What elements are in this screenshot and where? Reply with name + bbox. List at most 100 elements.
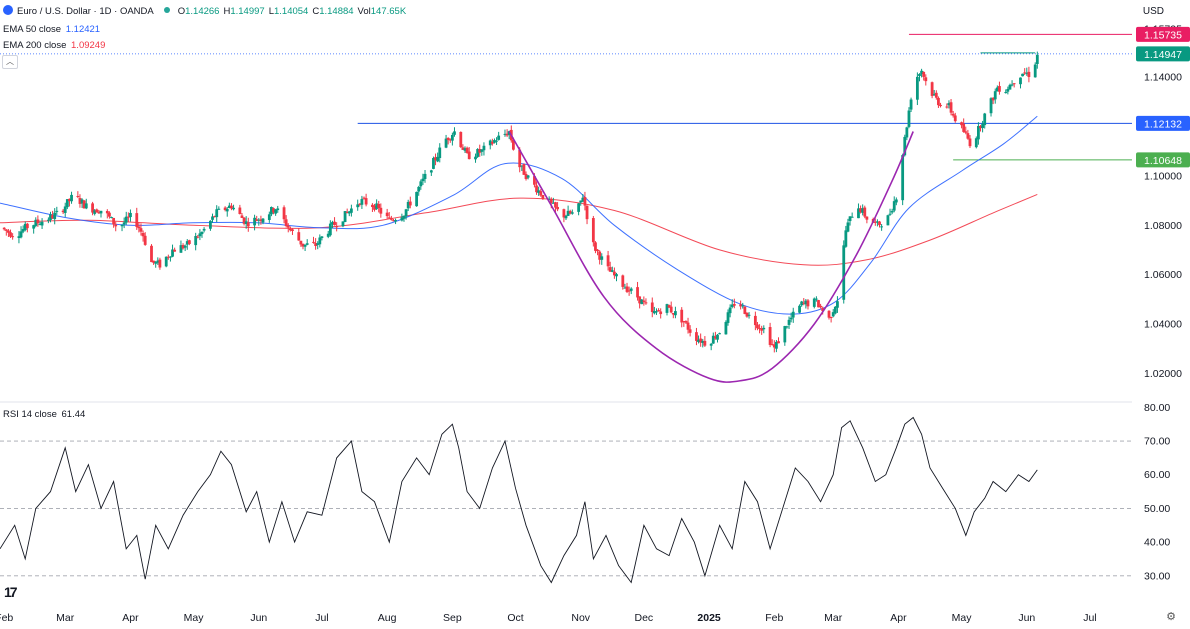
symbol-title[interactable]: Euro / U.S. Dollar · 1D · OANDA <box>17 6 154 17</box>
candle-body <box>695 332 698 341</box>
price-tag-neck: 1.12132 <box>1136 115 1190 131</box>
gear-icon[interactable]: ⚙ <box>1166 611 1176 623</box>
candle-body <box>844 230 848 247</box>
chevron-up-icon[interactable]: ︿ <box>2 55 18 69</box>
ema50-label: EMA 50 close <box>3 24 62 35</box>
time-tick-label: Mar <box>56 612 75 624</box>
candle-body <box>166 256 170 258</box>
candle-body <box>429 170 433 173</box>
candle-body <box>905 127 909 138</box>
candle-body <box>606 255 610 267</box>
candle-body <box>478 148 482 153</box>
candle-body <box>255 219 259 221</box>
candle-body <box>836 301 839 308</box>
candle-body <box>1006 89 1010 92</box>
candle-body <box>402 215 406 219</box>
candle-body <box>4 229 8 231</box>
candle-body <box>989 98 993 114</box>
candle-body <box>143 235 147 245</box>
ema200-label: EMA 200 close <box>3 40 67 51</box>
candle-body <box>183 245 187 248</box>
candle-body <box>991 97 995 101</box>
candle-body <box>686 322 690 330</box>
candle-body <box>217 208 221 210</box>
candle-body <box>257 219 261 221</box>
candle-body <box>358 203 362 205</box>
price-tick-label: 1.08000 <box>1144 220 1182 232</box>
candle-body <box>126 216 130 218</box>
candle-body <box>65 199 69 208</box>
candle-body <box>91 203 94 213</box>
candle-body <box>684 321 688 323</box>
candle-body <box>873 221 877 223</box>
ema200-legend[interactable]: EMA 200 close 1.09249 <box>3 40 105 51</box>
candle-body <box>726 312 730 323</box>
candle-body <box>7 230 10 233</box>
candle-body <box>36 219 40 224</box>
candle-body <box>859 208 862 213</box>
open-value: 1.14266 <box>185 6 220 17</box>
candle-body <box>68 198 71 202</box>
time-tick-label: Oct <box>507 612 523 624</box>
candle-body <box>1021 73 1024 77</box>
candle-body <box>880 226 884 228</box>
time-tick-label: Mar <box>824 612 843 624</box>
ema50-value: 1.12421 <box>65 24 101 35</box>
ema50-legend[interactable]: EMA 50 close 1.12421 <box>3 24 100 35</box>
candle-body <box>890 211 894 213</box>
candle-body <box>82 200 86 209</box>
candle-body <box>181 245 185 249</box>
price-tag-label: 1.10648 <box>1144 155 1182 167</box>
candle-body <box>364 198 368 205</box>
candle-body <box>903 136 907 156</box>
tradingview-logo[interactable]: 17 <box>4 584 18 600</box>
candle-body <box>1008 84 1012 90</box>
candle-body <box>164 256 168 267</box>
candle-body <box>169 256 172 258</box>
rsi-legend[interactable]: RSI 14 close 61.44 <box>3 409 85 420</box>
candle-body <box>682 321 686 323</box>
candle-body <box>865 216 869 220</box>
candle-body <box>612 271 616 276</box>
candle-body <box>80 199 84 204</box>
candle-body <box>341 221 345 227</box>
candle-body <box>194 236 198 246</box>
candle-body <box>591 218 595 243</box>
candle-body <box>915 76 919 100</box>
candle-body <box>711 335 715 344</box>
candle-body <box>377 203 381 209</box>
candle-body <box>326 233 330 237</box>
time-tick-label: Nov <box>571 612 590 624</box>
candle-body <box>960 122 963 126</box>
candle-body <box>945 106 949 108</box>
currency-label[interactable]: USD <box>1142 6 1164 17</box>
candle-body <box>655 311 658 313</box>
price-tick-label: 1.04000 <box>1144 318 1182 330</box>
open-key: O <box>177 6 186 17</box>
candle-body <box>861 208 865 213</box>
candle-body <box>202 228 206 231</box>
candle-body <box>724 322 728 335</box>
candle-body <box>562 209 566 218</box>
candle-body <box>305 243 309 245</box>
candle-body <box>716 334 719 340</box>
candle-body <box>112 217 116 225</box>
candle-body <box>857 208 860 219</box>
candle-body <box>291 229 294 232</box>
candle-body <box>387 217 391 219</box>
candle-body <box>753 315 757 326</box>
candle-body <box>438 147 442 159</box>
candle-body <box>511 139 515 150</box>
candle-body <box>878 221 881 226</box>
candle-body <box>785 326 789 328</box>
candle-body <box>674 311 677 316</box>
candle-body <box>200 231 204 235</box>
candle-body <box>1023 72 1027 74</box>
candle-body <box>979 125 982 129</box>
candle-body <box>242 217 246 224</box>
candle-body <box>932 94 936 96</box>
close-value: 1.14884 <box>319 6 354 17</box>
candle-body <box>770 344 774 346</box>
candle-body <box>802 302 806 304</box>
